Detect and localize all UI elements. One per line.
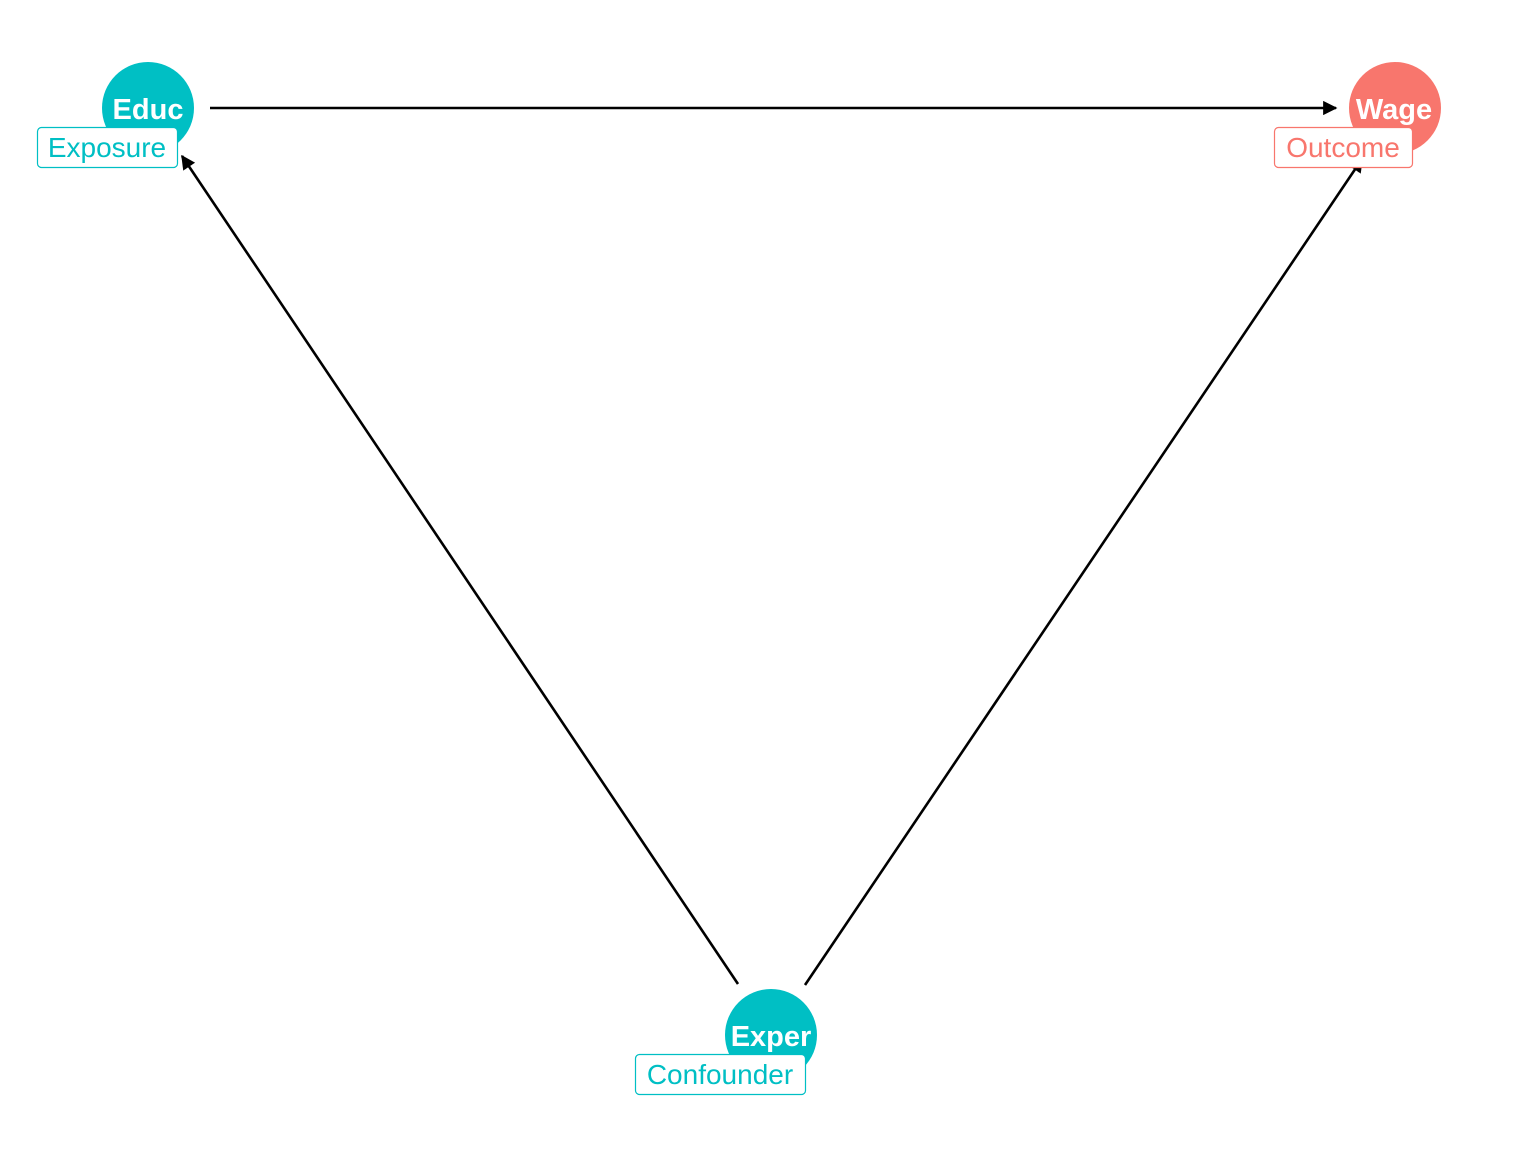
role-label-exposure: Exposure [36,126,179,169]
role-label-outcome-box [1273,126,1414,169]
role-label-exposure-text: Exposure [48,132,166,163]
role-label-confounder-box [634,1053,807,1096]
edge-exper-to-educ [180,154,740,985]
role-label-confounder: Confounder [634,1053,807,1096]
edges [180,100,1364,986]
node-educ-name: Educ [113,94,184,126]
node-exper-name: Exper [731,1021,812,1053]
node-wage-name: Wage [1356,94,1432,126]
edge-exper-to-wage [803,157,1364,986]
role-label-exposure-box [36,126,179,169]
role-label-confounder-text: Confounder [647,1059,793,1090]
role-label-outcome-text: Outcome [1286,132,1400,163]
role-label-outcome: Outcome [1273,126,1414,169]
